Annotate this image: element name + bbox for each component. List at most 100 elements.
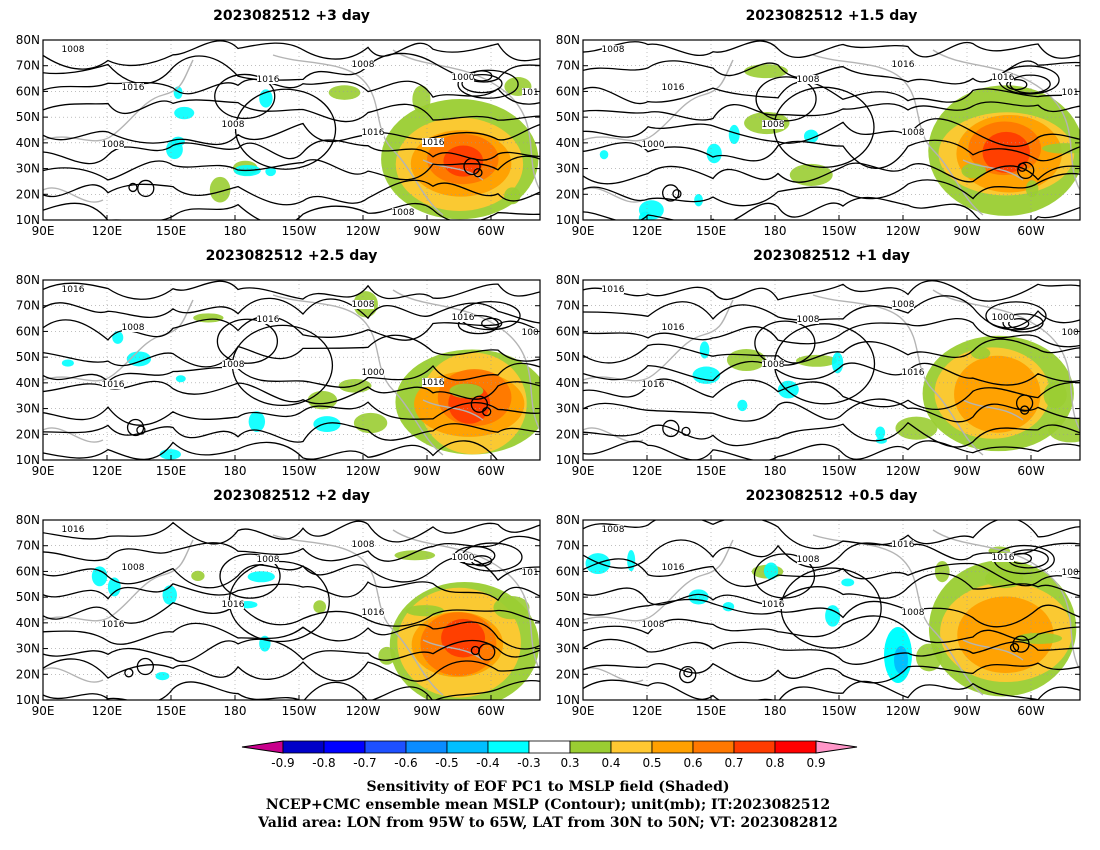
- latitude-tick-label: 60N: [16, 84, 40, 98]
- latitude-tick-label: 30N: [556, 162, 580, 176]
- pressure-center-contour: [1015, 394, 1034, 412]
- contour-label: 1008: [257, 555, 280, 565]
- contour-label: 1008: [522, 328, 545, 338]
- latitude-tick-label: 50N: [16, 590, 40, 604]
- contour-label: 1016: [422, 378, 445, 388]
- map-field: 1008 1016 1008 1016 1000 1008 1016 1016 1008: [583, 40, 1080, 220]
- negative-sensitivity-patch: [638, 200, 664, 220]
- latitude-tick-label: 40N: [556, 376, 580, 390]
- pressure-center-contour: [1008, 318, 1030, 330]
- negative-sensitivity-patch: [313, 416, 341, 433]
- sensitivity-patch: [789, 163, 833, 186]
- colorbar-tick-label: 0.8: [765, 756, 784, 770]
- contour-label: 1016: [902, 368, 925, 378]
- colorbar-tick-label: 0.6: [683, 756, 702, 770]
- latitude-tick-label: 40N: [556, 136, 580, 150]
- colorbar-segment: [569, 740, 612, 754]
- longitude-tick-label: 120W: [346, 704, 381, 718]
- longitude-tick-label: 120E: [632, 464, 663, 478]
- colorbar: -0.9 -0.8 -0.7 -0.6 -0.5 -0.4 -0.3 0.3 0.4 0.5 0.6…: [241, 740, 858, 770]
- negative-sensitivity-patch: [875, 426, 886, 440]
- mslp-contours: [583, 520, 1080, 700]
- sensitivity-patch: [394, 550, 436, 561]
- contour-label: 1000: [452, 553, 475, 563]
- contour-label: 1016: [122, 83, 145, 93]
- longitude-tick-label: 90E: [32, 224, 55, 238]
- pressure-center-contour: [137, 179, 155, 198]
- longitude-tick-label: 150E: [156, 224, 187, 238]
- map-panels: 2023082512 +3 day10081016101610081008100…: [16, 8, 1085, 718]
- longitude-tick-label: 120W: [346, 224, 381, 238]
- pressure-center-contour: [457, 69, 519, 99]
- longitude-tick-label: 90E: [572, 224, 595, 238]
- contour-label: 1008: [102, 140, 125, 150]
- contour-label: 1008: [352, 540, 375, 550]
- negative-sensitivity-patch: [694, 194, 703, 207]
- coastlines: [43, 289, 540, 456]
- latitude-tick-label: 10N: [16, 213, 40, 227]
- pressure-center-contour: [1009, 74, 1051, 94]
- map-field: 1008 1016 1008 1016 1008 1016 1016 1008 1008: [583, 520, 1085, 700]
- sensitivity-patch: [1042, 143, 1080, 154]
- negative-sensitivity-patch: [162, 585, 177, 605]
- latitude-tick-label: 20N: [556, 187, 580, 201]
- longitude-tick-label: 120E: [92, 224, 123, 238]
- panel-title: 2023082512 +2.5 day: [206, 248, 378, 264]
- latitude-tick-label: 40N: [16, 376, 40, 390]
- map-field: 1016 1008 1008 1008 1016 1016 1000 1016 1016: [43, 520, 540, 700]
- longitude-tick-label: 60W: [477, 704, 504, 718]
- sensitivity-patch: [1016, 632, 1063, 644]
- longitude-tick-label: 180: [764, 464, 787, 478]
- contour-label: 1016: [522, 88, 545, 98]
- sensitivity-patch: [961, 163, 987, 179]
- longitude-tick-label: 150W: [822, 464, 857, 478]
- contour-label: 1008: [902, 128, 925, 138]
- contour-label: 1016: [102, 380, 125, 390]
- latitude-tick-label: 70N: [16, 299, 40, 313]
- longitude-tick-label: 60W: [477, 464, 504, 478]
- sensitivity-patch: [378, 646, 396, 665]
- latitude-tick-label: 20N: [556, 427, 580, 441]
- negative-sensitivity-patch: [175, 375, 186, 383]
- longitude-tick-label: 150W: [822, 704, 857, 718]
- latitude-tick-label: 70N: [556, 539, 580, 553]
- longitude-tick-label: 120E: [632, 224, 663, 238]
- latitude-tick-label: 70N: [556, 59, 580, 73]
- contour-label: 1008: [642, 620, 665, 630]
- longitude-tick-label: 60W: [1017, 224, 1044, 238]
- contour-label: 1016: [992, 73, 1015, 83]
- colorbar-segment: [528, 740, 571, 754]
- latitude-tick-label: 80N: [16, 273, 40, 287]
- latitude-tick-label: 10N: [556, 453, 580, 467]
- contour-label: 1016: [662, 323, 685, 333]
- latitude-tick-label: 50N: [556, 350, 580, 364]
- coastlines: [43, 49, 540, 216]
- colorbar-segment: [323, 740, 366, 754]
- contour-label: 1008: [62, 45, 85, 55]
- sensitivity-patch: [353, 412, 388, 434]
- longitude-tick-label: 180: [224, 224, 247, 238]
- contour-label: 1016: [892, 60, 915, 70]
- longitude-tick-label: 120W: [886, 704, 921, 718]
- contour-label: 1008: [1062, 568, 1085, 578]
- longitude-tick-label: 120W: [886, 464, 921, 478]
- latitude-tick-label: 60N: [556, 84, 580, 98]
- mslp-contours: [43, 520, 540, 700]
- negative-sensitivity-patch: [61, 359, 74, 367]
- latitude-tick-label: 30N: [556, 402, 580, 416]
- contour-label: 1008: [602, 45, 625, 55]
- latitude-tick-label: 40N: [556, 616, 580, 630]
- latitude-tick-label: 50N: [556, 590, 580, 604]
- latitude-tick-label: 80N: [556, 273, 580, 287]
- sensitivity-patch: [504, 187, 521, 205]
- pressure-center-contour: [753, 553, 816, 599]
- pressure-center-contour: [470, 645, 481, 656]
- pressure-center-contour: [136, 425, 146, 435]
- contour-label: 1016: [102, 620, 125, 630]
- longitude-tick-label: 120W: [886, 224, 921, 238]
- negative-sensitivity-patch: [692, 366, 721, 384]
- longitude-tick-label: 120E: [632, 704, 663, 718]
- latitude-tick-label: 70N: [16, 539, 40, 553]
- longitude-tick-label: 120E: [92, 704, 123, 718]
